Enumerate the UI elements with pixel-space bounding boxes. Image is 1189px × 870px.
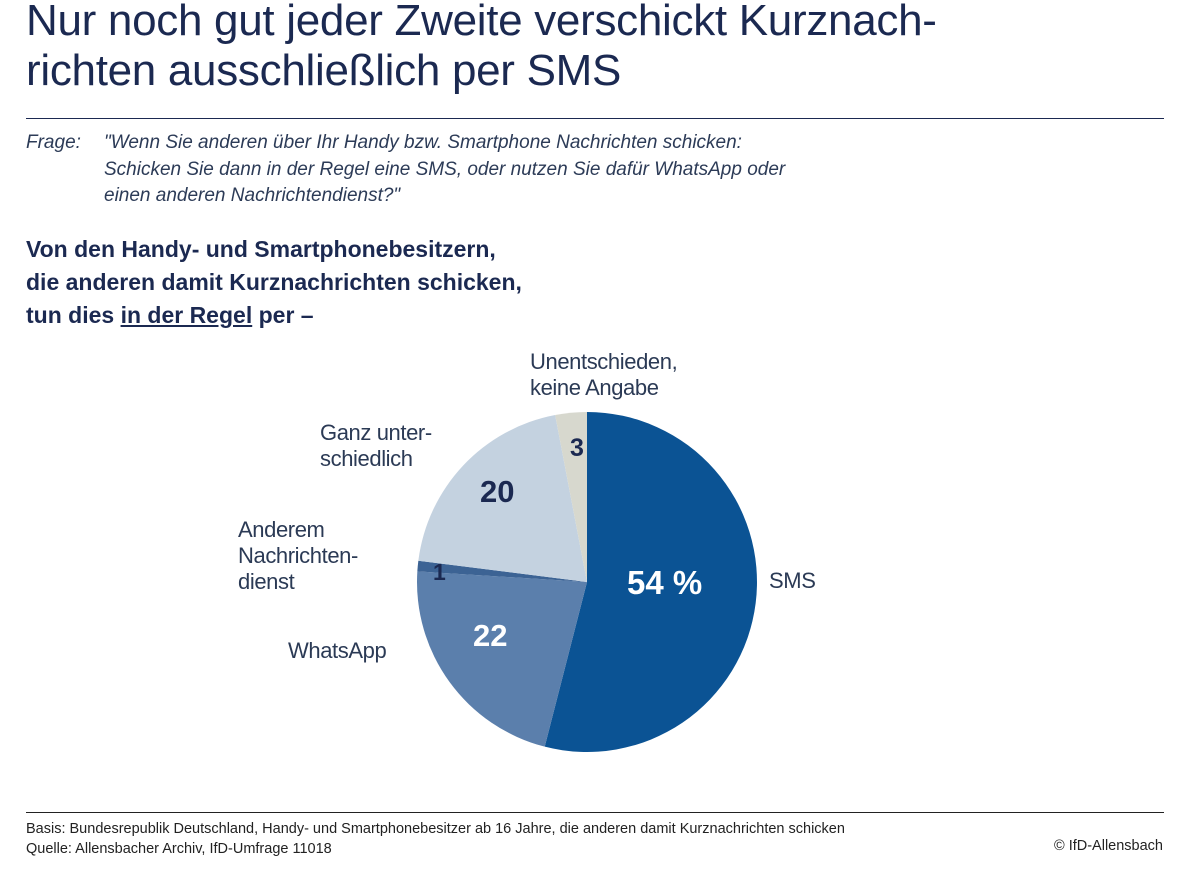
svg-text:3: 3	[570, 434, 584, 462]
svg-text:20: 20	[480, 474, 514, 509]
svg-text:54 %: 54 %	[627, 564, 702, 601]
svg-text:22: 22	[473, 618, 507, 653]
svg-text:1: 1	[433, 559, 446, 585]
